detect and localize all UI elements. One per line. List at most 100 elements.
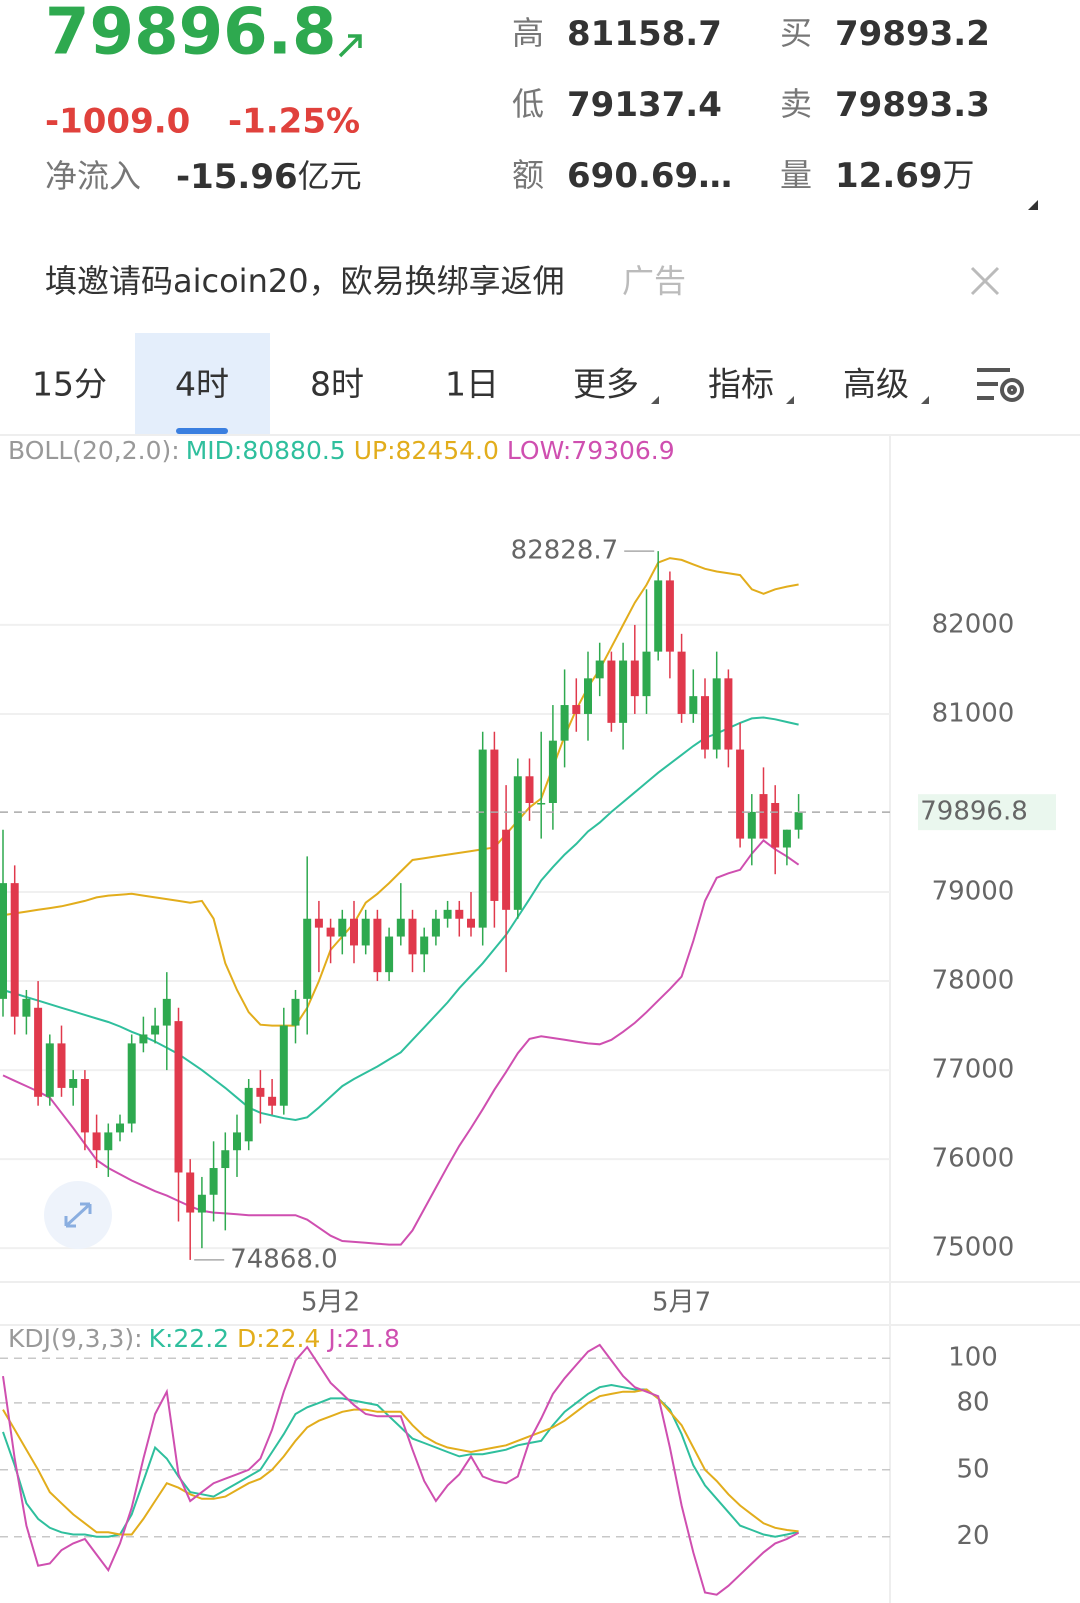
- stats: 高 81158.7 低 79137.4 额 690.69… 买 79893.2 卖 79893.3…: [512, 14, 990, 196]
- y-tick-label: 76000: [932, 1144, 1015, 1174]
- y-tick-label: 81000: [932, 698, 1015, 728]
- tab-underline: [176, 428, 228, 434]
- candle-body: [116, 1123, 124, 1133]
- settings-icon[interactable]: [977, 368, 1024, 402]
- candle-body: [525, 776, 534, 803]
- tab[interactable]: 15分: [32, 365, 107, 404]
- tab[interactable]: 更多: [573, 365, 639, 404]
- stat-label: 买: [780, 14, 812, 52]
- candle-body: [537, 802, 546, 805]
- clip-group: [0, 551, 803, 1260]
- candle-body: [782, 829, 791, 848]
- candle-body: [22, 998, 31, 1017]
- y-tick-label: 77000: [932, 1055, 1015, 1085]
- indicator-label: KDJ(9,3,3):: [8, 1324, 143, 1353]
- candle-body: [619, 660, 628, 723]
- band-line: [2, 716, 799, 1122]
- dropdown-mark: [921, 396, 929, 404]
- tab[interactable]: 1日: [445, 365, 499, 404]
- dropdown-mark: [651, 396, 659, 404]
- ad-text[interactable]: 填邀请码aicoin20，欧易换绑享返佣: [45, 262, 565, 300]
- stat-number: 81158.7: [567, 14, 722, 54]
- candle-body: [80, 1079, 89, 1133]
- y-tick-label: 75000: [932, 1233, 1015, 1263]
- candle-body: [221, 1150, 230, 1169]
- candle-body: [502, 829, 511, 910]
- tab[interactable]: 高级: [843, 365, 909, 404]
- candle-body: [233, 1132, 241, 1151]
- candle-body: [701, 696, 709, 750]
- candle-body: [10, 883, 19, 1017]
- candle-body: [268, 1096, 277, 1106]
- up-arrow: [338, 34, 362, 58]
- candle-body: [712, 678, 721, 750]
- candle-body: [513, 776, 522, 910]
- expand-button[interactable]: [44, 1181, 112, 1249]
- y-tick-label: 78000: [932, 966, 1015, 996]
- candle-body: [689, 696, 698, 714]
- candle-body: [361, 918, 370, 946]
- candle-body: [771, 802, 780, 848]
- tab[interactable]: 4时: [175, 365, 229, 404]
- clip-group: [2, 1343, 800, 1596]
- candle-body: [151, 1025, 160, 1035]
- indicator-legend: KDJ(9,3,3): K:22.2 D:22.4 J:21.8: [8, 1324, 400, 1353]
- candle-body: [57, 1043, 66, 1088]
- candle-body: [490, 749, 499, 901]
- ad-close[interactable]: [970, 266, 1000, 296]
- y-tick-label: 100: [948, 1343, 998, 1373]
- dropdown-mark: [786, 396, 794, 404]
- stat-number: 12.69: [835, 156, 943, 196]
- stat-value: 81158.7: [567, 14, 722, 54]
- legend-entry: MID:80880.5: [186, 436, 346, 465]
- x-tick-label: 5月2: [301, 1288, 360, 1318]
- candle-body: [350, 918, 358, 946]
- candle-body: [677, 651, 686, 714]
- stat-label: 低: [512, 85, 544, 123]
- stat-label: 卖: [780, 85, 812, 123]
- y-tick-label: 82000: [932, 609, 1015, 639]
- candle-body: [209, 1168, 218, 1195]
- candle-body: [420, 936, 429, 955]
- inflow-value: -15.96亿元: [176, 157, 362, 197]
- band-line: [2, 839, 800, 1246]
- candle-body: [431, 918, 440, 937]
- annotation: 74868.0: [230, 1244, 338, 1274]
- candle-body: [256, 1087, 265, 1097]
- candle-body: [630, 660, 639, 697]
- tabs: 15分 4时 8时 1日 更多 指标 高级: [32, 333, 929, 435]
- candle-body: [478, 749, 487, 928]
- y-tick-label: 20: [956, 1521, 989, 1551]
- candle-body: [467, 918, 475, 928]
- tab[interactable]: 8时: [310, 365, 364, 404]
- candle-body: [314, 918, 323, 928]
- legend-entry: LOW:79306.9: [507, 436, 675, 465]
- candle-body: [665, 580, 674, 652]
- candle-body: [279, 1025, 288, 1106]
- candle-body: [736, 749, 745, 839]
- price-chart: 75000 76000 77000 78000 79000 81000 82000 5月2 5月…: [0, 436, 1056, 1318]
- band-line: [2, 557, 799, 1027]
- annotation: 82828.7: [511, 536, 619, 566]
- candle-body: [560, 705, 569, 741]
- last-price: 79896.8: [45, 0, 337, 70]
- indicator-line: [2, 1383, 799, 1538]
- candle-body: [385, 936, 394, 973]
- tab[interactable]: 指标: [708, 365, 774, 404]
- candle-body: [174, 1021, 183, 1173]
- candle-body: [455, 909, 464, 919]
- indicator-legend: BOLL(20,2.0): MID:80880.5 UP:82454.0 LOW:79…: [8, 436, 675, 465]
- stat-value: 12.69万: [835, 156, 975, 196]
- stat-label: 高: [512, 14, 544, 52]
- stat-number: 79893.2: [835, 14, 990, 54]
- last-price-tag: [918, 794, 1056, 831]
- stat-value: 79893.3: [835, 85, 990, 125]
- candle-body: [759, 794, 768, 839]
- kdj-chart: 20 50 80 100 KDJ(9,3,3): K:22.2 D:22.4 J:21.8: [0, 1324, 998, 1596]
- corner-mark: [1028, 200, 1038, 210]
- candle-body: [291, 998, 300, 1026]
- stat-value: 690.69…: [567, 156, 732, 196]
- candle-body: [642, 651, 651, 697]
- tab-highlight: [135, 333, 270, 435]
